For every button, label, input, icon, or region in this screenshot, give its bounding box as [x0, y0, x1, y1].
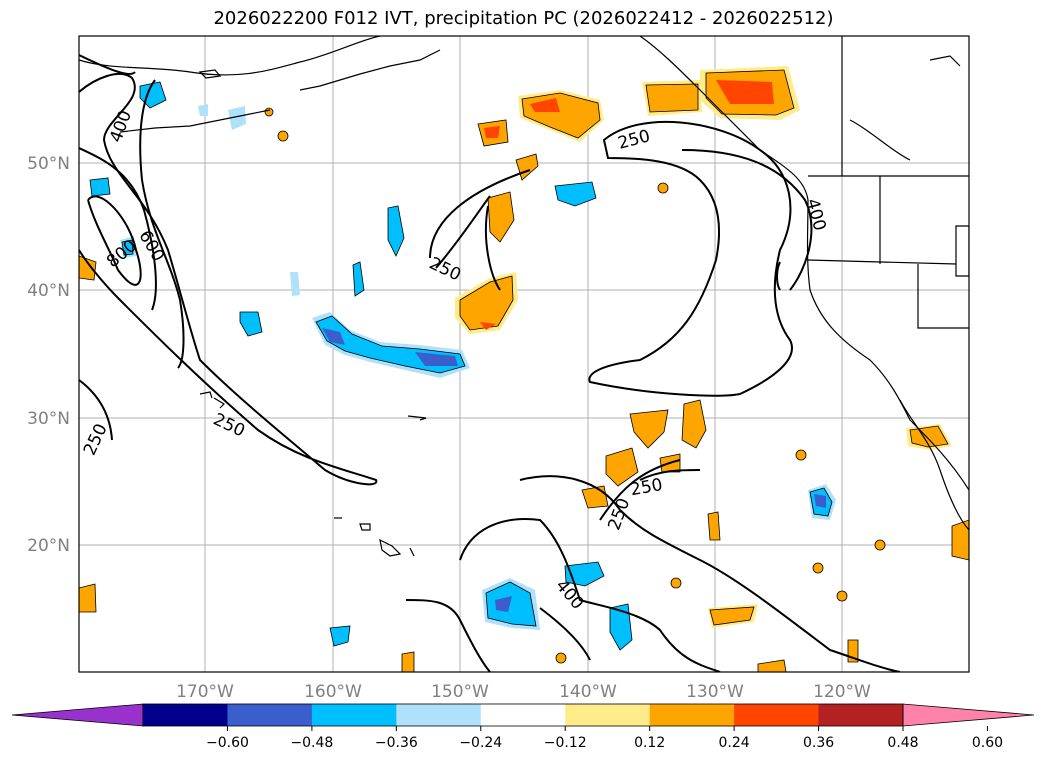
colorbar-tick-label: 0.36: [803, 735, 834, 751]
colorbar-segment: [818, 704, 904, 726]
colorbar-segment: [649, 704, 735, 726]
lat-label: 50°N: [27, 154, 70, 174]
lon-label: 160°W: [304, 682, 362, 702]
positive-precip-patches: [79, 66, 969, 672]
colorbar-segment: [143, 704, 228, 726]
colorbar-tick-label: 0.48: [887, 735, 918, 751]
lon-label: 130°W: [686, 682, 744, 702]
lat-label: 30°N: [27, 409, 70, 429]
colorbar-tick-label: −0.24: [459, 735, 502, 751]
lon-label: 150°W: [431, 682, 489, 702]
coastlines: [79, 36, 969, 557]
longitude-labels: 170°W 160°W 150°W 140°W 130°W 120°W: [176, 682, 871, 702]
negative-precip-patches: [89, 81, 836, 651]
colorbar-tick-label: −0.48: [290, 735, 333, 751]
colorbar-segment: [311, 704, 397, 726]
colorbar-extend-high: [902, 703, 1035, 727]
map-title: 2026022200 F012 IVT, precipitation PC (2…: [213, 8, 834, 29]
colorbar-tick-label: −0.60: [206, 735, 249, 751]
map-frame: [78, 35, 970, 673]
colorbar-tick-label: 0.24: [719, 735, 750, 751]
lon-label: 140°W: [559, 682, 617, 702]
colorbar-segment: [734, 704, 820, 726]
colorbar-tick-label: 0.12: [634, 735, 665, 751]
colorbar-outline: [142, 703, 904, 727]
ivt-contours: [79, 54, 901, 672]
lat-label: 20°N: [27, 536, 70, 556]
colorbar-tick-label: 0.60: [972, 735, 1003, 751]
latitude-labels: 50°N 40°N 30°N 20°N: [27, 154, 70, 556]
map-background: [79, 36, 969, 672]
lon-label: 120°W: [813, 682, 871, 702]
lat-label: 40°N: [27, 281, 70, 301]
colorbar-segment: [396, 704, 482, 726]
colorbar-segment: [227, 704, 313, 726]
colorbar-tick-label: −0.12: [544, 735, 587, 751]
colorbar: −0.60 −0.48 −0.36 −0.24 −0.12 0.12 0.24 0.36 0.4…: [11, 703, 1035, 751]
lon-label: 170°W: [176, 682, 234, 702]
colorbar-segment: [565, 704, 651, 726]
colorbar-tick-label: −0.36: [375, 735, 418, 751]
colorbar-segment: [480, 704, 566, 726]
colorbar-extend-low: [11, 703, 144, 727]
